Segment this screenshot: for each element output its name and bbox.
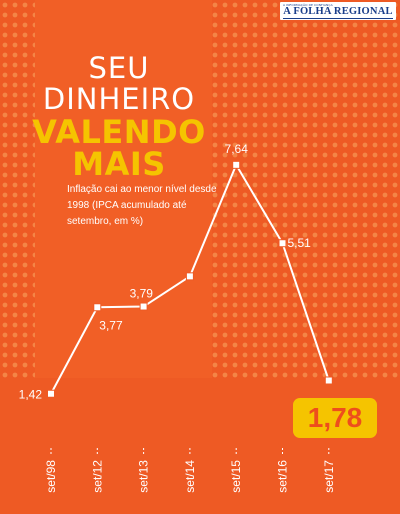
data-label: 5,51 (288, 236, 312, 250)
highlight-value: 1,78 (307, 402, 363, 433)
x-tick-label: set/12 (90, 460, 104, 493)
data-point (93, 303, 102, 312)
masthead-name: A FOLHA REGIONAL (283, 6, 393, 17)
x-tick-label: set/17 (322, 460, 336, 493)
data-point (139, 302, 148, 311)
x-tick-label: set/98 (44, 460, 58, 493)
data-point (185, 272, 194, 281)
x-tick-label: set/13 (137, 460, 151, 493)
masthead-rule (283, 18, 393, 19)
headline-line-2: DINHEIRO (42, 82, 196, 116)
headline-line-3: VALENDO (32, 113, 206, 151)
x-tick-label: set/16 (276, 460, 290, 493)
newspaper-logo: A INFORMAÇÃO DE CONFIANÇA A FOLHA REGION… (280, 2, 396, 20)
data-point (47, 389, 55, 398)
data-point (324, 376, 333, 385)
data-point (278, 239, 287, 248)
data-label: 7,64 (225, 142, 249, 156)
chart-subtitle: Inflação cai ao menor nível desde 1998 (… (67, 184, 217, 227)
headline-line-4: MAIS (72, 145, 166, 183)
data-label: 3,77 (99, 318, 123, 332)
data-label: 3,79 (130, 287, 154, 301)
x-tick-label: set/14 (183, 460, 197, 493)
data-label: 1,42 (19, 388, 43, 402)
x-tick-label: set/15 (229, 460, 243, 493)
data-point (232, 160, 241, 169)
highlight-callout: 1,78 (293, 398, 377, 438)
headline-line-1: SEU (88, 51, 150, 85)
masthead-tagline: A INFORMAÇÃO DE CONFIANÇA (283, 3, 333, 7)
